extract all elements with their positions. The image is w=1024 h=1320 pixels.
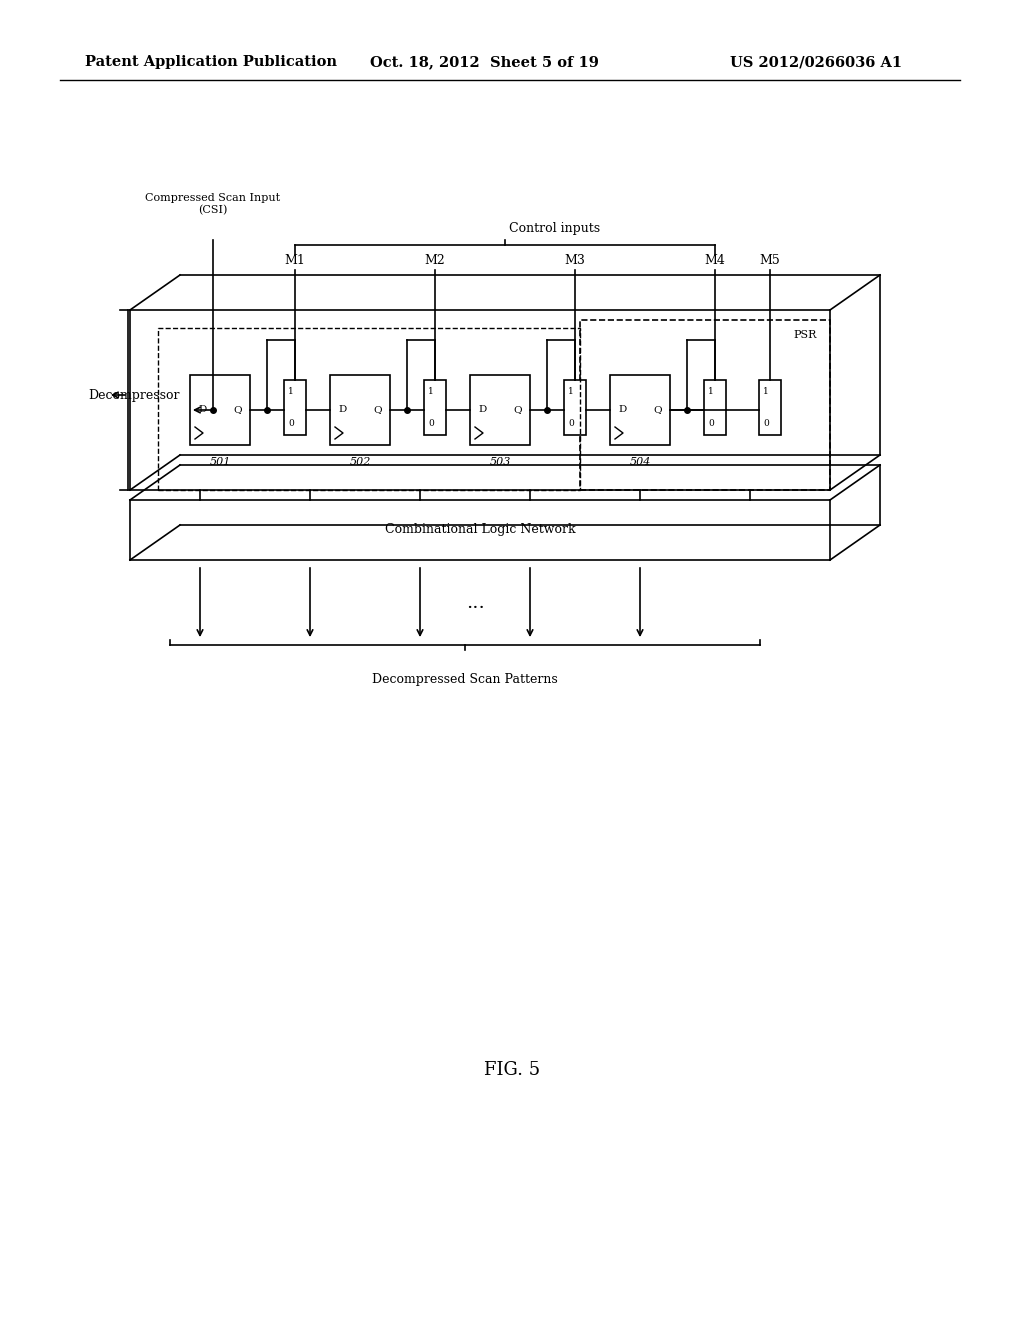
- Text: 1: 1: [763, 388, 769, 396]
- Text: D: D: [338, 405, 346, 414]
- Text: Compressed Scan Input
(CSI): Compressed Scan Input (CSI): [145, 193, 281, 215]
- Text: 501: 501: [209, 457, 230, 467]
- Text: Control inputs: Control inputs: [509, 222, 600, 235]
- Text: Q: Q: [374, 405, 382, 414]
- Text: 1: 1: [568, 388, 573, 396]
- Text: M5: M5: [760, 253, 780, 267]
- Bar: [470, 375, 530, 445]
- Text: Q: Q: [513, 405, 522, 414]
- Text: US 2012/0266036 A1: US 2012/0266036 A1: [730, 55, 902, 69]
- Text: Decompressor: Decompressor: [88, 388, 179, 401]
- Text: 0: 0: [568, 418, 573, 428]
- Text: ...: ...: [466, 594, 484, 611]
- Text: D: D: [618, 405, 627, 414]
- Text: M2: M2: [425, 253, 445, 267]
- Text: Oct. 18, 2012  Sheet 5 of 19: Oct. 18, 2012 Sheet 5 of 19: [370, 55, 599, 69]
- Bar: [330, 375, 390, 445]
- Text: 1: 1: [708, 388, 714, 396]
- Text: 0: 0: [288, 418, 294, 428]
- Text: 0: 0: [763, 418, 769, 428]
- Bar: [284, 380, 306, 436]
- Bar: [705, 380, 726, 436]
- Text: 1: 1: [428, 388, 434, 396]
- Text: 0: 0: [708, 418, 714, 428]
- Text: Patent Application Publication: Patent Application Publication: [85, 55, 337, 69]
- Text: D: D: [198, 405, 206, 414]
- Bar: [190, 375, 250, 445]
- Bar: [158, 327, 580, 490]
- Text: 1: 1: [288, 388, 294, 396]
- Text: D: D: [478, 405, 486, 414]
- Bar: [564, 380, 586, 436]
- Bar: [424, 380, 446, 436]
- Bar: [580, 319, 830, 490]
- Text: Q: Q: [233, 405, 242, 414]
- Text: Q: Q: [653, 405, 662, 414]
- Text: FIG. 5: FIG. 5: [484, 1061, 540, 1078]
- Bar: [610, 375, 670, 445]
- Text: 0: 0: [428, 418, 434, 428]
- Text: M4: M4: [705, 253, 725, 267]
- Text: M3: M3: [564, 253, 586, 267]
- Text: 503: 503: [489, 457, 511, 467]
- Text: Decompressed Scan Patterns: Decompressed Scan Patterns: [372, 673, 558, 686]
- Text: 504: 504: [630, 457, 650, 467]
- Text: Combinational Logic Network: Combinational Logic Network: [385, 524, 575, 536]
- Bar: [759, 380, 781, 436]
- Text: 502: 502: [349, 457, 371, 467]
- Text: M1: M1: [285, 253, 305, 267]
- Text: PSR: PSR: [794, 330, 817, 341]
